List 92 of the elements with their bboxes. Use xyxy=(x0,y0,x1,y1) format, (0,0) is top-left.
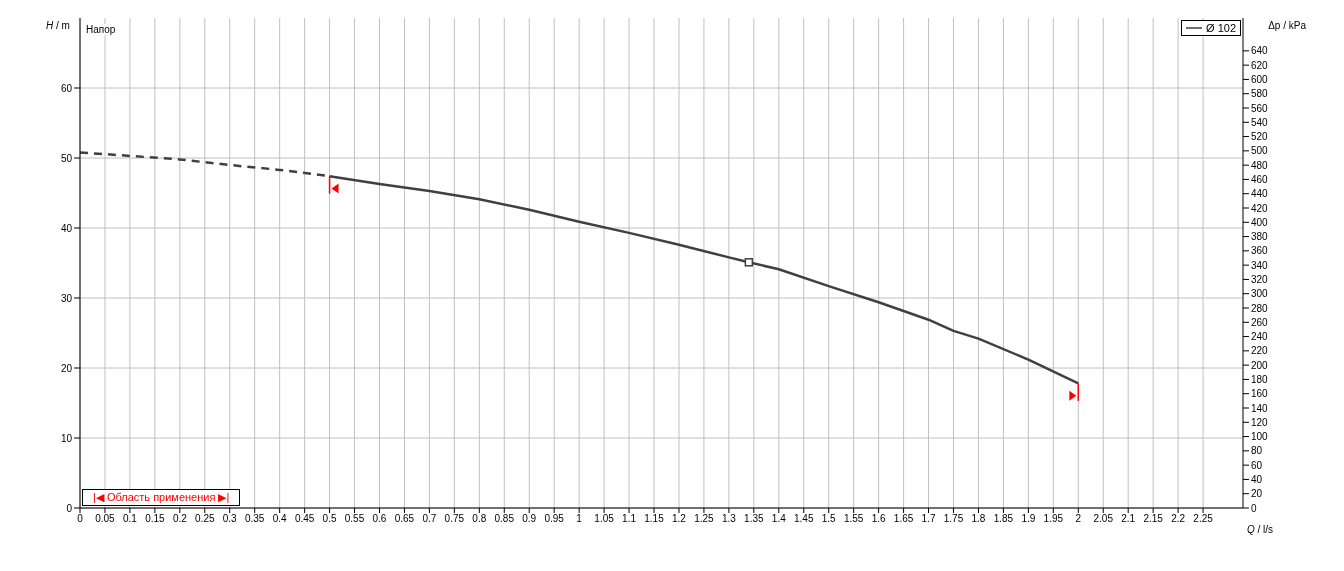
x-tick-label: 1.75 xyxy=(943,513,964,525)
x-tick-label: 0.8 xyxy=(472,513,487,525)
x-tick-label: 0.4 xyxy=(272,513,288,525)
x-tick-label: 0.1 xyxy=(122,513,138,525)
x-tick-label: 0.5 xyxy=(322,513,337,525)
x-axis-title: Q / l/s xyxy=(1246,524,1273,535)
y2-tick-label: 300 xyxy=(1251,288,1269,300)
y2-tick-label: 360 xyxy=(1251,245,1269,257)
y-tick-label: 60 xyxy=(60,82,73,94)
y2-tick-label: 420 xyxy=(1251,202,1269,214)
y-tick-label: 50 xyxy=(60,152,73,164)
y-tick-label: 30 xyxy=(60,292,73,304)
y2-tick-label: 400 xyxy=(1251,216,1269,228)
x-tick-label: 0.05 xyxy=(95,513,116,525)
y2-tick-label: 460 xyxy=(1251,173,1269,185)
x-tick-label: 1.3 xyxy=(721,513,737,525)
x-tick-label: 0.9 xyxy=(522,513,537,525)
x-tick-label: 0.3 xyxy=(222,513,238,525)
legend-label: Ø 102 xyxy=(1206,22,1236,34)
y2-axis-title: Δp / kPa xyxy=(1268,20,1306,31)
x-tick-label: 1.5 xyxy=(821,513,837,525)
y2-tick-label: 240 xyxy=(1251,331,1269,343)
annotation: |◀ Область применения ▶| xyxy=(82,489,241,506)
x-tick-label: 0.45 xyxy=(294,513,315,525)
y2-tick-label: 220 xyxy=(1251,345,1269,357)
y2-tick-label: 20 xyxy=(1251,488,1263,500)
y2-tick-label: 580 xyxy=(1251,88,1269,100)
y2-tick-label: 160 xyxy=(1251,388,1269,400)
y2-tick-label: 320 xyxy=(1251,273,1269,285)
y2-tick-label: 640 xyxy=(1251,45,1269,57)
x-tick-label: 1.65 xyxy=(893,513,914,525)
y2-tick-label: 480 xyxy=(1251,159,1269,171)
x-tick-label: 1.95 xyxy=(1043,513,1064,525)
y-tick-label: 0 xyxy=(66,502,73,514)
y2-tick-label: 120 xyxy=(1251,416,1269,428)
x-tick-label: 1.2 xyxy=(672,513,687,525)
x-tick-label: 0.2 xyxy=(172,513,188,525)
y-tick-label: 20 xyxy=(60,362,73,374)
y2-tick-label: 560 xyxy=(1251,102,1269,114)
x-tick-label: 1 xyxy=(576,513,583,525)
x-tick-label: 1.1 xyxy=(622,513,637,525)
y2-tick-label: 180 xyxy=(1251,373,1269,385)
x-tick-label: 1.9 xyxy=(1021,513,1036,525)
y2-tick-label: 200 xyxy=(1251,359,1269,371)
y2-tick-label: 0 xyxy=(1251,502,1257,514)
y2-tick-label: 620 xyxy=(1251,59,1269,71)
annotation: Напор xyxy=(86,24,116,35)
x-tick-label: 2.05 xyxy=(1093,513,1114,525)
x-tick-label: 2 xyxy=(1075,513,1082,525)
y-tick-label: 10 xyxy=(60,432,73,444)
x-tick-label: 1.4 xyxy=(771,513,787,525)
x-tick-label: 0.6 xyxy=(372,513,387,525)
x-tick-label: 0.15 xyxy=(145,513,166,525)
x-tick-label: 0.7 xyxy=(422,513,437,525)
y2-tick-label: 600 xyxy=(1251,73,1269,85)
x-tick-label: 0.95 xyxy=(544,513,565,525)
x-tick-label: 0.35 xyxy=(244,513,265,525)
y2-tick-label: 80 xyxy=(1251,445,1263,457)
y2-tick-label: 340 xyxy=(1251,259,1269,271)
y2-tick-label: 380 xyxy=(1251,231,1269,243)
y2-tick-label: 260 xyxy=(1251,316,1269,328)
y2-tick-label: 280 xyxy=(1251,302,1269,314)
x-tick-label: 2.1 xyxy=(1121,513,1136,525)
x-tick-label: 1.45 xyxy=(794,513,814,525)
x-tick-label: 1.05 xyxy=(594,513,615,525)
x-tick-label: 1.35 xyxy=(744,513,765,525)
y2-tick-label: 540 xyxy=(1251,116,1269,128)
x-tick-label: 0.55 xyxy=(344,513,365,525)
x-tick-label: 0 xyxy=(77,513,84,525)
x-tick-label: 2.15 xyxy=(1143,513,1164,525)
x-tick-label: 0.85 xyxy=(494,513,515,525)
x-tick-label: 1.85 xyxy=(993,513,1014,525)
x-tick-label: 1.55 xyxy=(843,513,864,525)
x-tick-label: 0.25 xyxy=(195,513,215,525)
y2-tick-label: 520 xyxy=(1251,131,1269,143)
x-tick-label: 0.75 xyxy=(444,513,465,525)
y-axis-title: H / m xyxy=(46,20,70,31)
x-tick-label: 1.15 xyxy=(644,513,665,525)
x-tick-label: 1.6 xyxy=(871,513,887,525)
y2-tick-label: 140 xyxy=(1251,402,1269,414)
x-tick-label: 0.65 xyxy=(394,513,415,525)
x-tick-label: 1.7 xyxy=(921,513,936,525)
x-tick-label: 2.2 xyxy=(1171,513,1186,525)
y2-tick-label: 100 xyxy=(1251,431,1269,443)
x-tick-label: 1.8 xyxy=(971,513,986,525)
y2-tick-label: 440 xyxy=(1251,188,1269,200)
x-tick-label: 1.25 xyxy=(694,513,715,525)
y2-tick-label: 500 xyxy=(1251,145,1269,157)
x-tick-label: 2.25 xyxy=(1193,513,1214,525)
y-tick-label: 40 xyxy=(60,222,73,234)
y2-tick-label: 40 xyxy=(1251,473,1263,485)
y2-tick-label: 60 xyxy=(1251,459,1263,471)
